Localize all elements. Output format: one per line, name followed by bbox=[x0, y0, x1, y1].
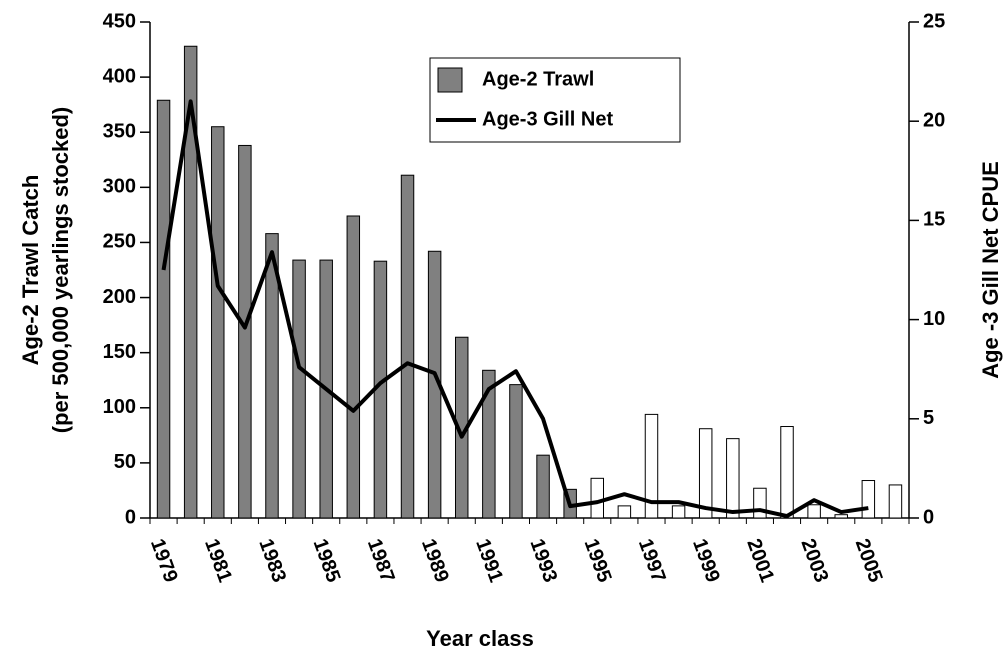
y-tick-label: 250 bbox=[103, 231, 136, 253]
y-tick-label: 50 bbox=[114, 451, 136, 473]
legend-box bbox=[429, 57, 681, 143]
y-tick-label: 300 bbox=[103, 176, 136, 198]
bar bbox=[509, 384, 523, 519]
x-tick-label: 1997 bbox=[634, 536, 670, 585]
y-tick-label: 200 bbox=[103, 286, 136, 308]
bar bbox=[753, 487, 767, 519]
y2-tick-label: 25 bbox=[923, 10, 945, 32]
x-tick-label: 1999 bbox=[688, 536, 724, 585]
y2-tick-label: 15 bbox=[923, 209, 945, 231]
x-tick-label: 1983 bbox=[254, 536, 290, 585]
bar bbox=[726, 438, 740, 519]
y2-tick-label: 0 bbox=[923, 506, 934, 528]
bar bbox=[346, 215, 361, 519]
bar bbox=[807, 504, 821, 519]
x-tick-label: 2005 bbox=[851, 536, 887, 585]
x-tick-label: 1979 bbox=[146, 536, 182, 585]
x-tick-label: 1995 bbox=[580, 536, 616, 585]
bar bbox=[183, 45, 198, 519]
y2-tick-label: 20 bbox=[923, 109, 945, 131]
legend-swatch bbox=[437, 67, 463, 93]
y-tick-label: 400 bbox=[103, 65, 136, 87]
bar bbox=[482, 369, 496, 519]
x-tick-label: 2003 bbox=[796, 536, 832, 585]
x-axis-title: Year class bbox=[426, 626, 534, 651]
bar bbox=[590, 477, 605, 519]
x-tick-label: 1989 bbox=[417, 536, 453, 585]
x-tick-label: 1981 bbox=[200, 536, 236, 585]
bar bbox=[671, 505, 686, 519]
x-tick-label: 1993 bbox=[525, 536, 561, 585]
x-tick-label: 2001 bbox=[742, 536, 778, 585]
y-tick-label: 150 bbox=[103, 341, 136, 363]
y-axis-title: (per 500,000 yearlings stocked) bbox=[48, 107, 73, 434]
bar bbox=[211, 126, 225, 519]
bar bbox=[156, 99, 171, 519]
bar bbox=[861, 480, 876, 519]
bar bbox=[536, 454, 550, 519]
bar bbox=[400, 174, 415, 519]
bar bbox=[238, 144, 252, 519]
y-tick-label: 0 bbox=[125, 506, 136, 528]
bar bbox=[292, 259, 306, 519]
bar bbox=[780, 426, 794, 519]
bar bbox=[698, 428, 713, 519]
bar bbox=[834, 514, 848, 519]
bar bbox=[888, 484, 903, 519]
legend-label: Age-2 Trawl bbox=[482, 68, 594, 90]
bar bbox=[265, 233, 279, 519]
legend-label: Age-3 Gill Net bbox=[482, 108, 613, 130]
line bbox=[161, 99, 869, 519]
x-tick-label: 1991 bbox=[471, 536, 507, 585]
y2-axis-title: Age -3 Gill Net CPUE bbox=[978, 161, 1003, 379]
y-tick-label: 450 bbox=[103, 10, 136, 32]
x-tick-label: 1985 bbox=[309, 536, 345, 585]
bar bbox=[644, 413, 659, 519]
y-tick-label: 100 bbox=[103, 396, 136, 418]
y-tick-label: 350 bbox=[103, 121, 136, 143]
y2-tick-label: 10 bbox=[923, 308, 945, 330]
x-tick-label: 1987 bbox=[363, 536, 399, 585]
y2-tick-label: 5 bbox=[923, 407, 934, 429]
bar bbox=[617, 505, 632, 519]
y-axis-title: Age-2 Trawl Catch bbox=[18, 175, 43, 366]
legend: Age-2 Trawl Age-3 Gill Net bbox=[429, 57, 681, 143]
